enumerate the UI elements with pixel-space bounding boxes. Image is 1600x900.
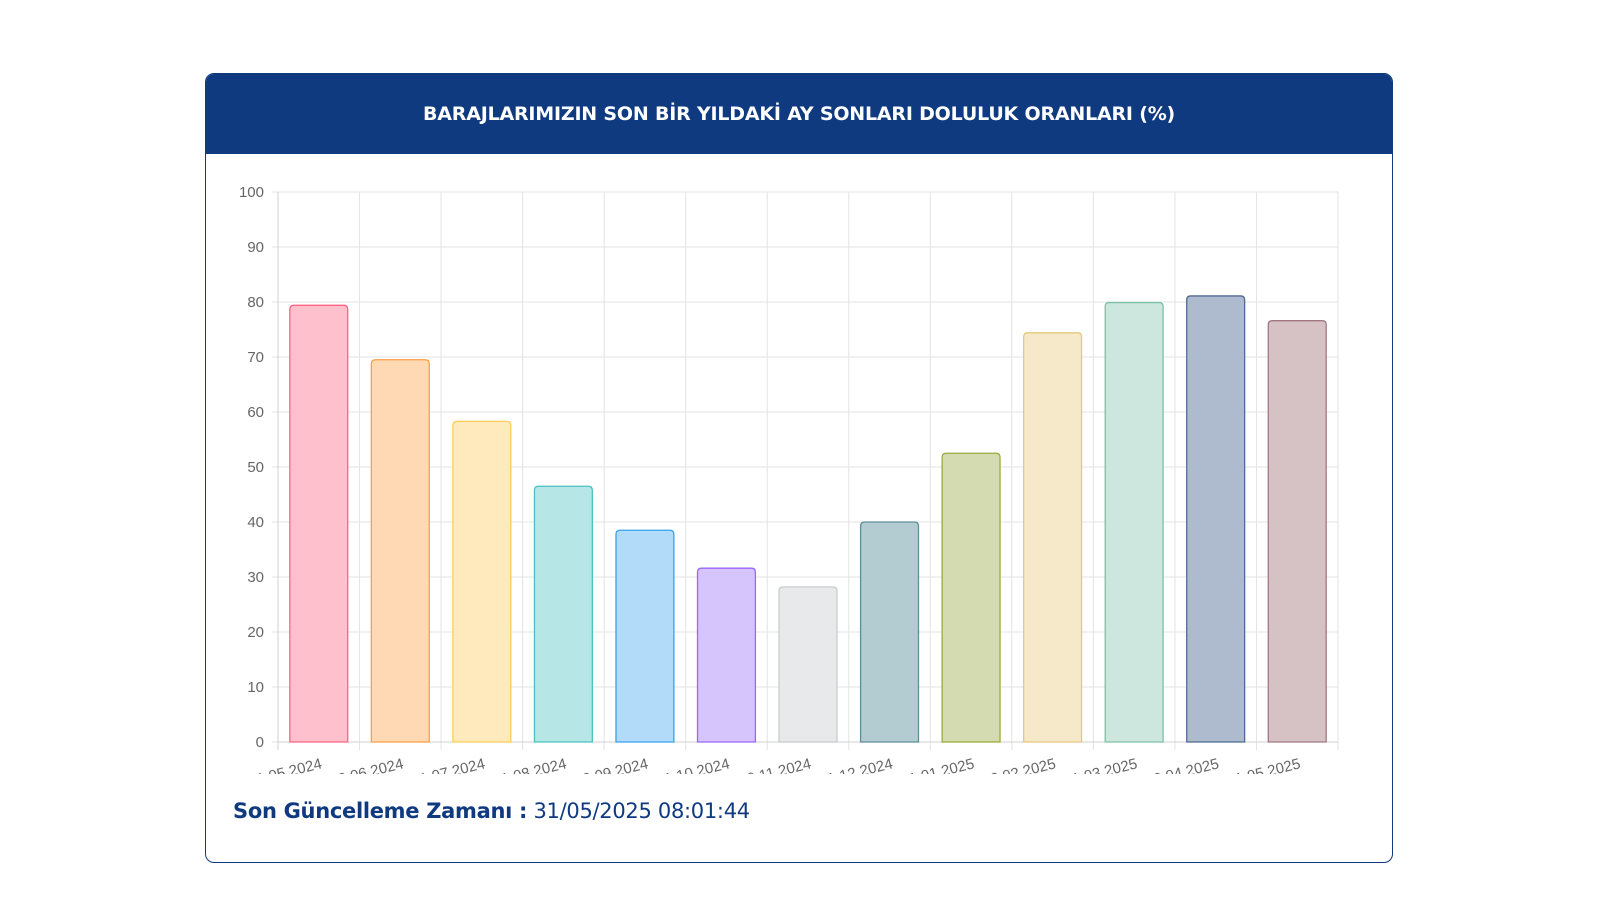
bar-31.01.2025[interactable] xyxy=(941,452,1001,743)
bar-chart: 0 10 20 30 40 50 60 70 80 90 100 31.05.2024 30.06.20… xyxy=(239,184,1339,774)
bar-30.09.2024[interactable] xyxy=(615,529,675,743)
x-tick-label: 31.07.2024 xyxy=(410,755,487,774)
x-tick-label: 31.05.2024 xyxy=(247,755,324,774)
y-tick-label: 90 xyxy=(247,239,264,256)
y-tick-label: 40 xyxy=(247,514,264,531)
x-tick-label: 31.03.2025 xyxy=(1062,755,1139,774)
x-tick-label: 31.05.2025 xyxy=(1225,755,1302,774)
bar-31.12.2024[interactable] xyxy=(859,521,920,743)
y-tick-label: 80 xyxy=(247,294,264,311)
bar-30.06.2024[interactable] xyxy=(370,359,430,743)
y-tick-label: 60 xyxy=(247,404,264,421)
bar-30.04.2025[interactable] xyxy=(1186,295,1246,743)
chart-card: BARAJLARIMIZIN SON BİR YILDAKİ AY SONLAR… xyxy=(205,73,1393,863)
last-update: Son Güncelleme Zamanı : 31/05/2025 08:01… xyxy=(233,799,750,823)
y-tick-label: 10 xyxy=(247,679,264,696)
x-tick-label: 31.01.2025 xyxy=(899,755,976,774)
bar-31.05.2025[interactable] xyxy=(1267,320,1327,743)
chart-title: BARAJLARIMIZIN SON BİR YILDAKİ AY SONLAR… xyxy=(206,74,1392,154)
x-tick-label: 30.09.2024 xyxy=(573,755,650,774)
y-tick-label: 50 xyxy=(247,459,264,476)
x-tick-label: 31.10.2024 xyxy=(654,755,731,774)
bar-31.05.2024[interactable] xyxy=(289,304,349,743)
bar-31.07.2024[interactable] xyxy=(452,420,512,743)
y-tick-label: 30 xyxy=(247,569,264,586)
bar-31.10.2024[interactable] xyxy=(696,567,757,743)
y-tick-label: 100 xyxy=(239,184,264,201)
x-tick-label: 30.11.2024 xyxy=(737,755,813,774)
bars xyxy=(289,295,1327,743)
y-tick-label: 70 xyxy=(247,349,264,366)
x-tick-label: 30.04.2025 xyxy=(1144,755,1221,774)
last-update-value: 31/05/2025 08:01:44 xyxy=(527,799,751,823)
y-tick-label: 0 xyxy=(256,734,264,751)
last-update-label: Son Güncelleme Zamanı : xyxy=(233,799,528,823)
x-tick-label: 31.12.2024 xyxy=(818,755,895,774)
bar-30.11.2024[interactable] xyxy=(778,586,838,743)
y-tick-label: 20 xyxy=(247,624,264,641)
bar-31.08.2024[interactable] xyxy=(533,485,593,743)
x-tick-label: 30.06.2024 xyxy=(328,755,405,774)
bar-31.03.2025[interactable] xyxy=(1104,301,1164,743)
x-tick-label: 28.02.2025 xyxy=(981,755,1058,774)
grid xyxy=(272,191,1339,750)
bar-28.02.2025[interactable] xyxy=(1023,332,1083,743)
x-tick-label: 31.08.2024 xyxy=(491,755,568,774)
